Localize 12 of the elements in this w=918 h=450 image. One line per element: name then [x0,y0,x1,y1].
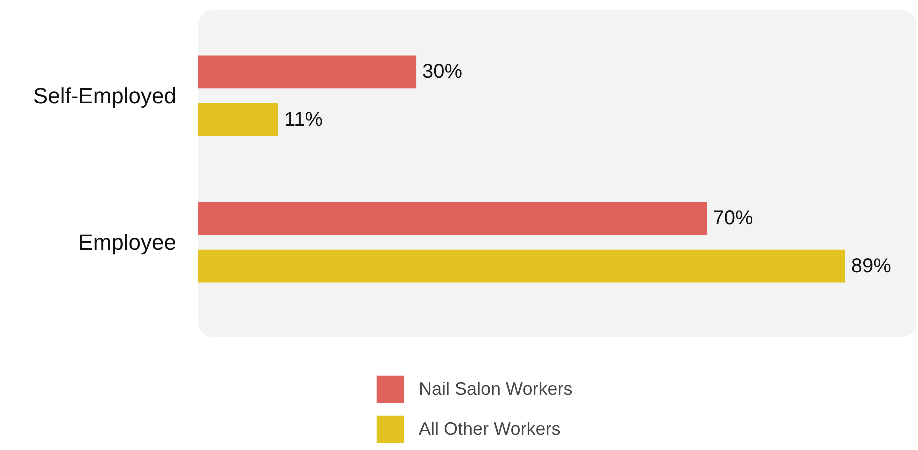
legend-label: All Other Workers [419,418,561,440]
bar [198,202,708,236]
data-label: 70% [713,208,754,230]
legend-label: Nail Salon Workers [419,378,573,400]
data-label: 89% [851,255,892,278]
bar [198,250,846,283]
bar [198,56,417,89]
bar [198,103,278,136]
y-tick-label: Self-Employed [33,84,177,109]
y-tick-label: Employee [78,230,177,255]
data-label: 30% [422,61,463,84]
data-label: 11% [284,108,324,131]
